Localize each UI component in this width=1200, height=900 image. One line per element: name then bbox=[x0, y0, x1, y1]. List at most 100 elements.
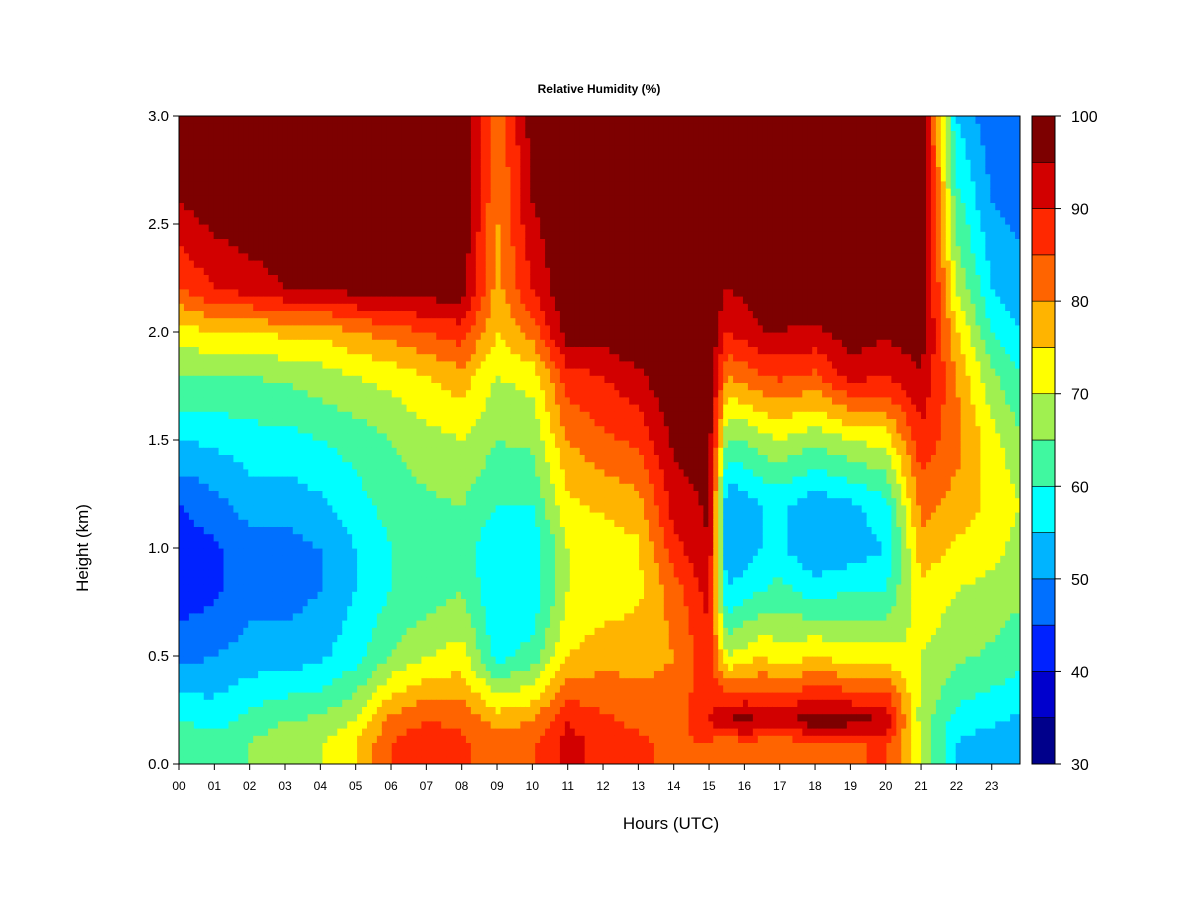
heatmap-cell bbox=[386, 677, 393, 686]
heatmap-cell bbox=[357, 454, 363, 463]
heatmap-cell bbox=[218, 382, 225, 391]
heatmap-cell bbox=[342, 382, 348, 391]
heatmap-cell bbox=[292, 152, 299, 160]
heatmap-cell bbox=[386, 216, 393, 225]
heatmap-cell bbox=[371, 389, 378, 398]
heatmap-cell bbox=[362, 533, 368, 542]
heatmap-cell bbox=[332, 324, 338, 333]
heatmap-cell bbox=[297, 310, 304, 319]
heatmap-cell bbox=[451, 497, 457, 506]
heatmap-cell bbox=[188, 180, 195, 189]
heatmap-cell bbox=[302, 663, 309, 671]
heatmap-cell bbox=[213, 641, 220, 650]
heatmap-cell bbox=[421, 296, 427, 304]
heatmap-cell bbox=[441, 116, 447, 124]
heatmap-cell bbox=[198, 224, 205, 232]
heatmap-cell bbox=[386, 620, 393, 628]
heatmap-cell bbox=[258, 281, 264, 290]
heatmap-cell bbox=[208, 130, 215, 139]
heatmap-cell bbox=[317, 699, 324, 707]
heatmap-cell bbox=[332, 598, 338, 607]
heatmap-cell bbox=[213, 728, 220, 736]
heatmap-cell bbox=[357, 512, 363, 520]
heatmap-cell bbox=[213, 173, 220, 182]
heatmap-cell bbox=[258, 735, 264, 743]
heatmap-cell bbox=[396, 360, 403, 369]
heatmap-cell bbox=[228, 468, 235, 477]
heatmap-cell bbox=[386, 195, 393, 203]
heatmap-cell bbox=[386, 123, 393, 131]
heatmap-cell bbox=[228, 742, 235, 751]
heatmap-cell bbox=[253, 260, 259, 268]
heatmap-cell bbox=[332, 267, 338, 275]
heatmap-cell bbox=[327, 152, 333, 160]
heatmap-cell bbox=[446, 245, 452, 254]
heatmap-cell bbox=[213, 735, 220, 743]
heatmap-cell bbox=[233, 260, 239, 268]
heatmap-cell bbox=[421, 663, 427, 671]
heatmap-cell bbox=[233, 324, 239, 333]
heatmap-cell bbox=[228, 317, 235, 326]
heatmap-cell bbox=[218, 274, 225, 283]
heatmap-cell bbox=[258, 706, 264, 715]
heatmap-cell bbox=[436, 605, 442, 614]
heatmap-cell bbox=[411, 116, 418, 124]
heatmap-cell bbox=[312, 735, 319, 743]
heatmap-cell bbox=[347, 684, 353, 693]
heatmap-cell bbox=[332, 224, 338, 232]
heatmap-cell bbox=[401, 368, 408, 376]
heatmap-cell bbox=[292, 562, 299, 571]
heatmap-cell bbox=[431, 173, 437, 182]
heatmap-cell bbox=[248, 634, 254, 643]
heatmap-cell bbox=[431, 238, 437, 247]
heatmap-cell bbox=[411, 562, 418, 571]
heatmap-cell bbox=[198, 281, 205, 290]
heatmap-cell bbox=[332, 137, 338, 146]
heatmap-cell bbox=[436, 360, 442, 369]
heatmap-cell bbox=[287, 620, 294, 628]
heatmap-cell bbox=[233, 684, 239, 693]
heatmap-cell bbox=[342, 540, 348, 549]
heatmap-cell bbox=[277, 620, 284, 628]
heatmap-cell bbox=[198, 324, 205, 333]
heatmap-cell bbox=[436, 404, 442, 412]
heatmap-cell bbox=[391, 670, 398, 679]
heatmap-cell bbox=[431, 548, 437, 556]
heatmap-cell bbox=[272, 288, 279, 297]
heatmap-cell bbox=[322, 598, 329, 607]
heatmap-cell bbox=[342, 245, 348, 254]
heatmap-cell bbox=[401, 670, 408, 679]
heatmap-cell bbox=[386, 598, 393, 607]
heatmap-cell bbox=[302, 202, 309, 211]
heatmap-cell bbox=[352, 389, 358, 398]
heatmap-cell bbox=[183, 620, 190, 628]
heatmap-cell bbox=[396, 605, 403, 614]
heatmap-cell bbox=[218, 519, 225, 527]
heatmap-cell bbox=[421, 461, 427, 470]
heatmap-cell bbox=[371, 144, 378, 153]
heatmap-cell bbox=[342, 641, 348, 650]
heatmap-cell bbox=[312, 677, 319, 686]
heatmap-cell bbox=[451, 504, 457, 513]
heatmap-cell bbox=[292, 123, 299, 131]
heatmap-cell bbox=[183, 396, 190, 405]
heatmap-cell bbox=[381, 389, 388, 398]
heatmap-cell bbox=[342, 360, 348, 369]
heatmap-cell bbox=[268, 339, 274, 347]
heatmap-cell bbox=[396, 252, 403, 261]
heatmap-cell bbox=[248, 677, 254, 686]
heatmap-cell bbox=[228, 404, 235, 412]
heatmap-cell bbox=[253, 670, 259, 679]
heatmap-cell bbox=[411, 332, 418, 340]
heatmap-cell bbox=[342, 296, 348, 304]
heatmap-cell bbox=[297, 548, 304, 556]
heatmap-cell bbox=[312, 310, 319, 319]
heatmap-cell bbox=[228, 346, 235, 355]
heatmap-cell bbox=[223, 699, 230, 707]
heatmap-cell bbox=[268, 519, 274, 527]
heatmap-cell bbox=[183, 245, 190, 254]
heatmap-cell bbox=[218, 288, 225, 297]
heatmap-cell bbox=[416, 152, 423, 160]
heatmap-cell bbox=[302, 461, 309, 470]
heatmap-cell bbox=[362, 555, 368, 563]
